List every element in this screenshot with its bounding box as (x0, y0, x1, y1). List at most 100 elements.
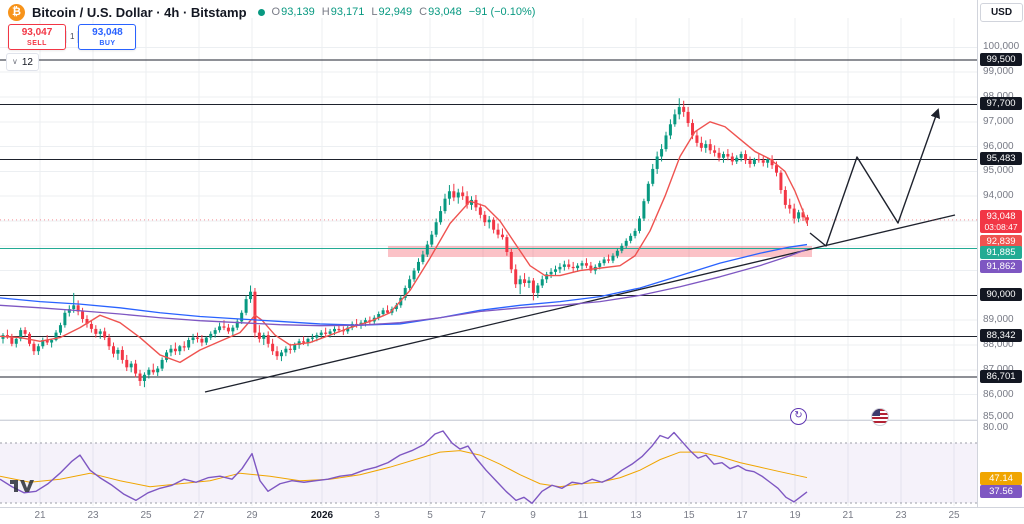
candle (98, 328, 102, 339)
sell-button[interactable]: 93,047 SELL (8, 24, 66, 50)
candle (425, 240, 429, 257)
candle (421, 250, 425, 265)
candle (748, 156, 752, 168)
price-badge: 86,701 (980, 370, 1022, 383)
price-tick: 98,000 (983, 91, 1014, 103)
candle (235, 318, 239, 331)
candle (699, 136, 703, 152)
candle (757, 154, 761, 163)
candle (63, 310, 67, 328)
candle (266, 331, 270, 348)
ohlc-readout: O93,139 H93,171 L92,949 C93,048 −91 (−0.… (272, 6, 536, 18)
price-tick: 80.00 (983, 422, 1009, 433)
candle (36, 343, 40, 355)
object-tree-widget[interactable]: ∨ 12 (6, 53, 39, 71)
candle (244, 295, 248, 316)
countdown-timer: 03:08:47 (984, 222, 1018, 232)
candle (509, 248, 513, 274)
candle (646, 181, 650, 204)
cyclic-arrows-icon[interactable]: ↻ (790, 408, 807, 425)
time-axis[interactable]: 21 23 25 27 29 2026 3 5 7 9 11 13 15 17 19 21 23 25 (0, 507, 1024, 524)
price-badge: 93,048 03:08:47 (980, 210, 1022, 233)
candle (151, 363, 155, 375)
price-tick: 89,000 (983, 314, 1014, 325)
candle (792, 203, 796, 224)
buy-button[interactable]: 93,048 BUY (78, 24, 137, 50)
price-axis[interactable]: 100,000 99,000 98,000 97,000 96,000 95,000 94,… (977, 0, 1024, 507)
candle (103, 327, 107, 341)
price-tick: 99,000 (983, 66, 1014, 77)
candle (142, 372, 146, 388)
candle (695, 130, 699, 147)
candle (271, 338, 275, 355)
candle (169, 345, 173, 357)
candle (584, 258, 588, 269)
tradingview-logo[interactable] (9, 478, 37, 499)
rsi-ma-line (0, 450, 808, 488)
candle (668, 119, 672, 140)
candle (797, 209, 801, 223)
candle (346, 325, 350, 334)
candle (129, 361, 133, 373)
time-label: 3 (374, 510, 380, 521)
candle (549, 268, 553, 279)
candle (562, 260, 566, 271)
candle (664, 131, 668, 152)
candle (730, 152, 734, 166)
candle (134, 359, 138, 378)
candle (94, 325, 98, 338)
candle (461, 186, 465, 200)
candle (116, 347, 120, 360)
us-flag-icon[interactable] (871, 408, 889, 426)
projection-arrow[interactable] (809, 108, 941, 247)
candle (394, 302, 398, 312)
open-value: 93,139 (281, 6, 315, 18)
candle (637, 216, 641, 234)
currency-button[interactable]: USD (980, 3, 1023, 22)
candle (465, 191, 469, 209)
candle (14, 337, 18, 348)
time-label: 21 (842, 510, 854, 521)
candle (430, 230, 434, 248)
candle (10, 333, 14, 347)
time-label: 5 (427, 510, 433, 521)
candle (567, 259, 571, 270)
symbol-info-bar: ₿ Bitcoin / U.S. Dollar · 4h · Bitstamp … (8, 2, 535, 22)
candle (677, 98, 681, 120)
time-label: 15 (683, 510, 695, 521)
candle (629, 233, 633, 244)
candle (527, 276, 531, 288)
symbol-title[interactable]: Bitcoin / U.S. Dollar · 4h · Bitstamp (32, 4, 247, 20)
low-value: 92,949 (378, 6, 413, 18)
supply-zone[interactable] (388, 246, 812, 257)
price-tick: 85,000 (983, 411, 1014, 422)
price-tick: 96,000 (983, 141, 1014, 152)
candle (54, 330, 58, 342)
candle (470, 196, 474, 210)
candle (779, 170, 783, 194)
price-badge: 90,000 (980, 288, 1022, 301)
price-badge: 47.14 (980, 472, 1022, 485)
candle (505, 234, 509, 256)
candle (713, 145, 717, 157)
candle (651, 163, 655, 187)
candle (704, 140, 708, 153)
time-label: 7 (480, 510, 486, 521)
price-tick: 87,000 (983, 364, 1014, 376)
time-label: 21 (34, 510, 46, 521)
candle (624, 238, 628, 249)
candle (642, 198, 646, 222)
candle (478, 203, 482, 219)
candle (138, 369, 142, 386)
candle (279, 349, 283, 362)
rsi-line (0, 430, 808, 505)
candle (173, 342, 177, 355)
candle (434, 218, 438, 238)
time-label: 23 (895, 510, 907, 521)
candle (655, 151, 659, 174)
candle (209, 331, 213, 341)
candle (191, 333, 195, 344)
candle (257, 325, 261, 343)
